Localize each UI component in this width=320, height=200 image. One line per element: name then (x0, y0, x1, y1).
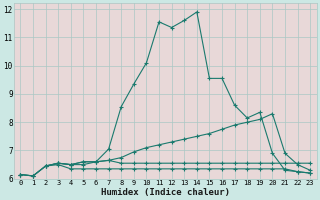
X-axis label: Humidex (Indice chaleur): Humidex (Indice chaleur) (101, 188, 230, 197)
